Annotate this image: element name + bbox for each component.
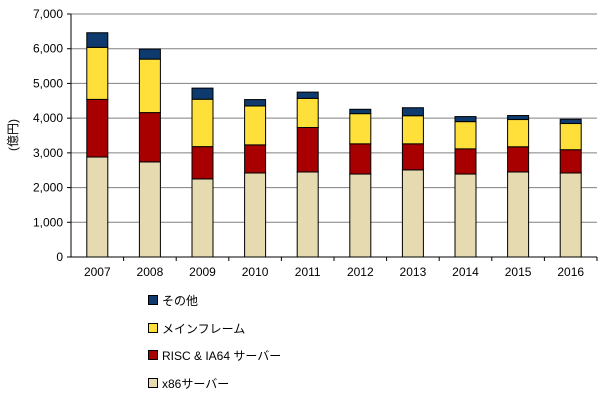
legend-item: その他 <box>148 292 198 308</box>
x-tick-label: 2009 <box>189 265 216 279</box>
x-tick-label: 2012 <box>347 265 374 279</box>
y-tick-label: 3,000 <box>33 146 63 160</box>
x-tick-label: 2016 <box>557 265 584 279</box>
bar-segment <box>138 112 161 163</box>
bar-segment <box>559 149 582 174</box>
bar-segment <box>401 115 424 145</box>
bar-segment <box>191 178 214 258</box>
legend-item: RISC & IA64 サーバー <box>148 347 281 363</box>
x-tick-label: 2010 <box>242 265 269 279</box>
legend-swatch <box>148 295 158 305</box>
legend-swatch <box>148 323 158 333</box>
bar-segment <box>296 127 319 173</box>
legend-item: メインフレーム <box>148 320 245 336</box>
x-tick-label: 2011 <box>295 265 321 279</box>
x-tick-labels: 2007 2008 2009 2010 2011 2012 2013 2014 2015 2016 <box>84 265 584 279</box>
y-tick-label: 7,000 <box>33 7 63 21</box>
bar-segment <box>191 87 214 100</box>
bar-segment <box>138 48 161 60</box>
y-axis-label: (億円) <box>6 119 20 151</box>
bar-segment <box>296 91 319 99</box>
y-tick-label: 1,000 <box>33 215 63 229</box>
x-tick-label: 2015 <box>505 265 532 279</box>
bar-segment <box>401 143 424 171</box>
x-tick-label: 2014 <box>452 265 479 279</box>
bar-segment <box>191 146 214 180</box>
bars <box>86 32 582 258</box>
bar-segment <box>86 32 109 48</box>
x-tick-label: 2007 <box>84 265 111 279</box>
bar-segment <box>454 116 477 123</box>
bar-segment <box>401 169 424 258</box>
bar-segment <box>86 98 109 158</box>
bar-segment <box>86 156 109 258</box>
bar-segment <box>401 107 424 117</box>
bar-segment <box>244 105 267 146</box>
y-tick-label: 5,000 <box>33 76 63 90</box>
bar-segment <box>349 173 372 258</box>
legend-label: メインフレーム <box>162 321 246 336</box>
bar-segment <box>559 172 582 258</box>
bar-segment <box>454 121 477 150</box>
y-tick-label: 2,000 <box>33 181 63 195</box>
legend-label: その他 <box>162 293 199 308</box>
bar-segment <box>507 146 530 173</box>
x-tick-label: 2013 <box>400 265 427 279</box>
y-tick-label: 4,000 <box>33 111 63 125</box>
bar-segment <box>244 99 267 107</box>
legend-swatch <box>148 378 158 388</box>
bar-segment <box>296 171 319 258</box>
x-tick-label: 2008 <box>137 265 164 279</box>
y-tick-labels: 0 1,000 2,000 3,000 4,000 5,000 6,000 7,000 <box>33 7 63 264</box>
bar-segment <box>296 97 319 129</box>
bar-segment <box>507 171 530 258</box>
bar-segment <box>86 46 109 100</box>
bar-segment <box>507 119 530 148</box>
bar-segment <box>138 58 161 114</box>
legend-swatch <box>148 350 158 360</box>
bar-segment <box>349 108 372 115</box>
bar-segment <box>138 161 161 258</box>
legend-item: x86サーバー <box>148 375 229 391</box>
bar-segment <box>244 144 267 174</box>
legend-label: RISC & IA64 サーバー <box>162 348 282 363</box>
bar-segment <box>507 115 530 121</box>
axes <box>67 13 598 261</box>
bar-segment <box>559 118 582 125</box>
bar-segment <box>349 113 372 145</box>
bar-segment <box>244 172 267 258</box>
bar-segment <box>454 148 477 175</box>
bar-segment <box>349 143 372 175</box>
y-tick-label: 0 <box>56 250 63 264</box>
bar-segment <box>454 173 477 258</box>
bar-segment <box>191 98 214 148</box>
legend-label: x86サーバー <box>162 376 230 391</box>
bar-segment <box>559 123 582 151</box>
y-tick-label: 6,000 <box>33 42 63 56</box>
